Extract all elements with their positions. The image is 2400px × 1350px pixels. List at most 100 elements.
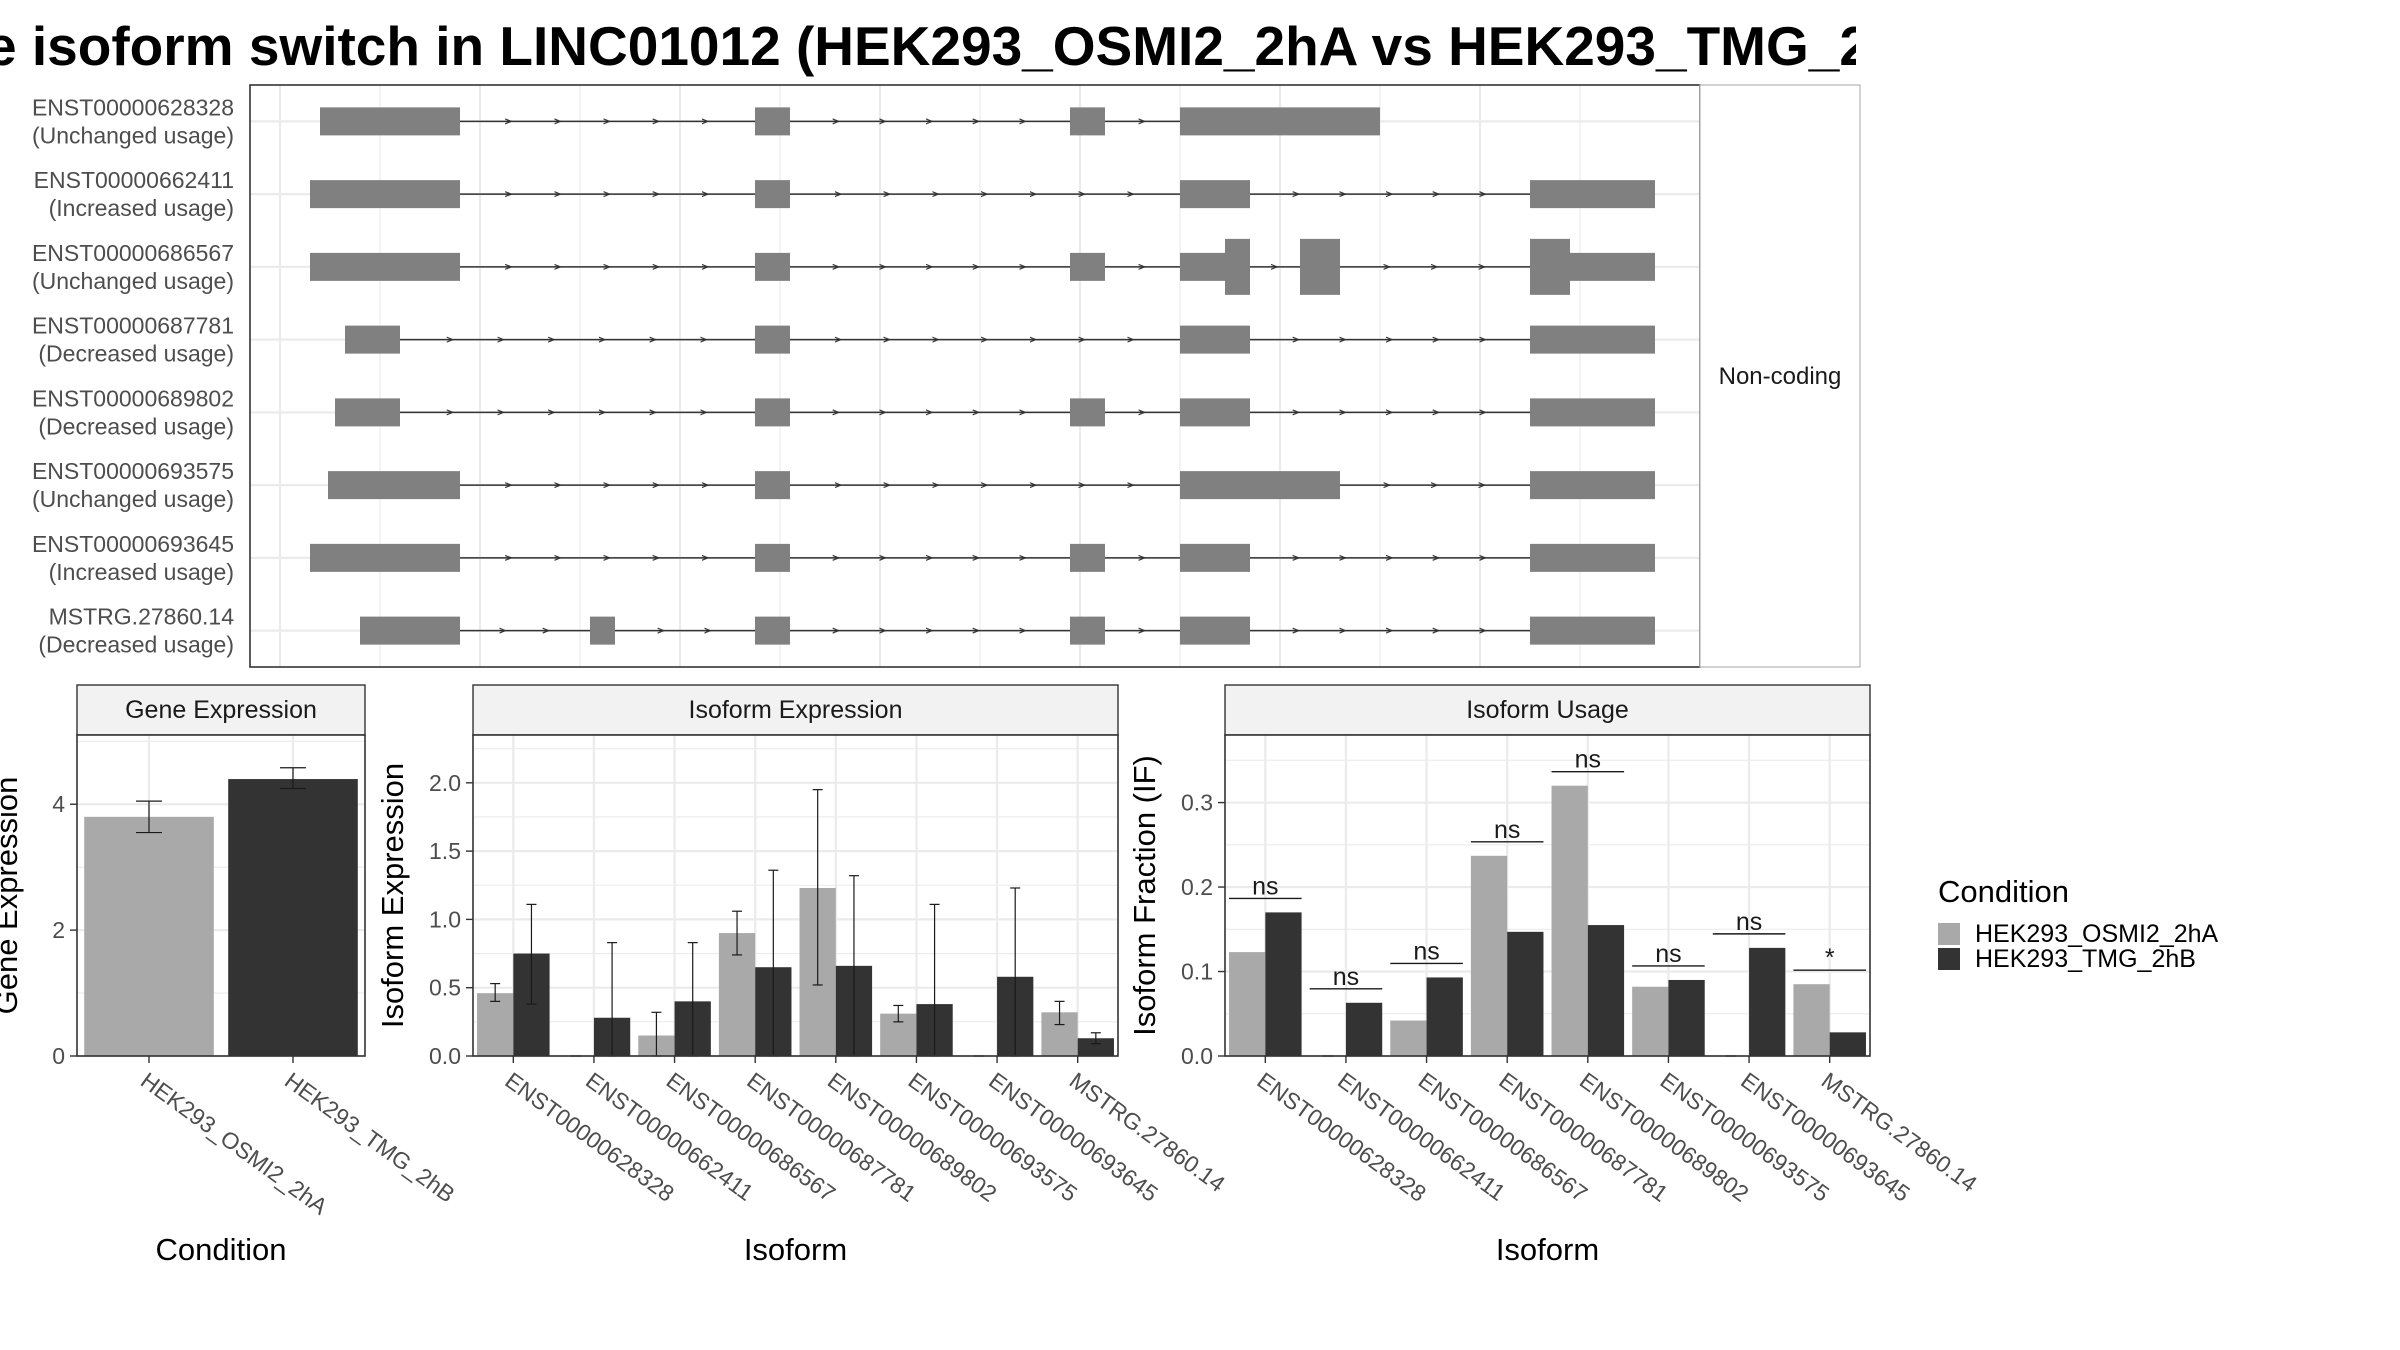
bar — [1265, 912, 1302, 1056]
y-tick-label: 1.5 — [429, 838, 461, 864]
exon-block — [755, 252, 790, 281]
x-axis-title: Isoform — [1496, 1232, 1599, 1267]
bar — [1470, 855, 1508, 1056]
figure-title: e isoform switch in LINC01012 (HEK293_OS… — [0, 15, 1856, 77]
significance-label: * — [1825, 944, 1835, 972]
exon-block — [755, 398, 790, 427]
exon-block — [1180, 107, 1380, 136]
isoform-usage-label: (Decreased usage) — [38, 341, 234, 367]
exon-block — [1070, 398, 1105, 427]
exon-block — [1070, 252, 1105, 281]
exon-block — [310, 252, 460, 281]
exon-block — [328, 471, 460, 500]
y-tick-label: 0.0 — [1181, 1043, 1213, 1069]
y-axis-title: Gene Expression — [0, 777, 24, 1015]
exon-block — [1530, 398, 1655, 427]
y-axis-title: Isoform Fraction (IF) — [1127, 755, 1162, 1036]
significance-label: ns — [1655, 940, 1681, 968]
bar — [1551, 785, 1588, 1056]
y-tick-label: 4 — [52, 791, 65, 817]
significance-label: ns — [1333, 963, 1359, 991]
legend-label: HEK293_OSMI2_2hA — [1975, 920, 2219, 948]
exon-block — [1070, 543, 1105, 572]
exon-block — [755, 471, 790, 500]
bar — [1507, 931, 1544, 1056]
y-tick-label: 0.2 — [1181, 874, 1213, 900]
exon-block — [320, 107, 460, 136]
panel-strip-title: Isoform Expression — [689, 696, 903, 724]
bar — [1829, 1032, 1866, 1056]
isoform-usage-label: (Decreased usage) — [38, 632, 234, 658]
bar — [477, 993, 514, 1056]
bar — [228, 779, 358, 1056]
exon-block — [1070, 616, 1105, 645]
bar — [1668, 979, 1705, 1056]
structure-panel-bg — [250, 85, 1700, 667]
exon-block — [755, 107, 790, 136]
y-tick-label: 0 — [52, 1043, 65, 1069]
exon-block — [1180, 471, 1340, 500]
exon-block — [1530, 543, 1655, 572]
exon-block — [360, 616, 460, 645]
exon-block — [1180, 398, 1250, 427]
exon-block — [310, 543, 460, 572]
exon-block — [310, 180, 460, 209]
legend-label: HEK293_TMG_2hB — [1975, 945, 2196, 973]
legend-swatch — [1938, 923, 1960, 945]
exon-block — [1180, 616, 1250, 645]
significance-label: ns — [1736, 908, 1762, 936]
exon-block — [1180, 252, 1225, 281]
isoform-id-label: MSTRG.27860.14 — [49, 604, 235, 630]
isoform-usage-label: (Unchanged usage) — [32, 486, 234, 512]
panel-border — [76, 734, 366, 1057]
exon-block — [335, 398, 400, 427]
isoform-id-label: ENST00000628328 — [32, 94, 234, 120]
isoform-usage-label: (Decreased usage) — [38, 413, 234, 439]
panel-strip-title: Isoform Usage — [1466, 696, 1629, 724]
isoform-usage-label: (Unchanged usage) — [32, 268, 234, 294]
exon-block — [1530, 325, 1655, 354]
y-axis-title: Isoform Expression — [375, 763, 410, 1028]
legend-swatch — [1938, 948, 1960, 970]
significance-label: ns — [1494, 816, 1520, 844]
isoform-usage-label: (Unchanged usage) — [32, 122, 234, 148]
isoform-id-label: ENST00000693575 — [32, 458, 234, 484]
panel-strip — [1224, 684, 1871, 736]
y-tick-label: 0.5 — [429, 975, 461, 1001]
y-tick-label: 2.0 — [429, 770, 461, 796]
significance-label: ns — [1575, 746, 1601, 774]
isoform-id-label: ENST00000662411 — [34, 167, 234, 193]
exon-block — [1570, 252, 1655, 281]
exon-block — [590, 616, 615, 645]
y-tick-label: 0.3 — [1181, 790, 1213, 816]
exon-block — [755, 180, 790, 209]
exon-block — [755, 543, 790, 572]
bar — [1749, 947, 1786, 1056]
y-tick-label: 1.0 — [429, 906, 461, 932]
bar — [84, 816, 214, 1056]
exon-block — [1530, 180, 1655, 209]
bar — [1632, 986, 1669, 1056]
panel-border — [1224, 734, 1871, 1057]
bar — [1077, 1038, 1114, 1056]
exon-block — [1070, 107, 1105, 136]
bar — [1229, 952, 1266, 1056]
isoform-id-label: ENST00000693645 — [32, 531, 234, 557]
exon-block — [1530, 471, 1655, 500]
exon-block — [1225, 238, 1250, 295]
y-tick-label: 0.0 — [429, 1043, 461, 1069]
bar — [1390, 1020, 1427, 1056]
panel-border — [472, 734, 1119, 1057]
x-axis-title: Isoform — [744, 1232, 847, 1267]
structure-facet-label: Non-coding — [1719, 363, 1842, 390]
exon-block — [1180, 543, 1250, 572]
legend-title: Condition — [1938, 874, 2069, 909]
exon-block — [1180, 180, 1250, 209]
exon-block — [1180, 325, 1250, 354]
exon-block — [755, 325, 790, 354]
y-tick-label: 2 — [52, 917, 65, 943]
bar — [1345, 1002, 1383, 1056]
bar — [1426, 977, 1463, 1056]
exon-block — [1300, 238, 1340, 295]
exon-block — [1530, 616, 1655, 645]
